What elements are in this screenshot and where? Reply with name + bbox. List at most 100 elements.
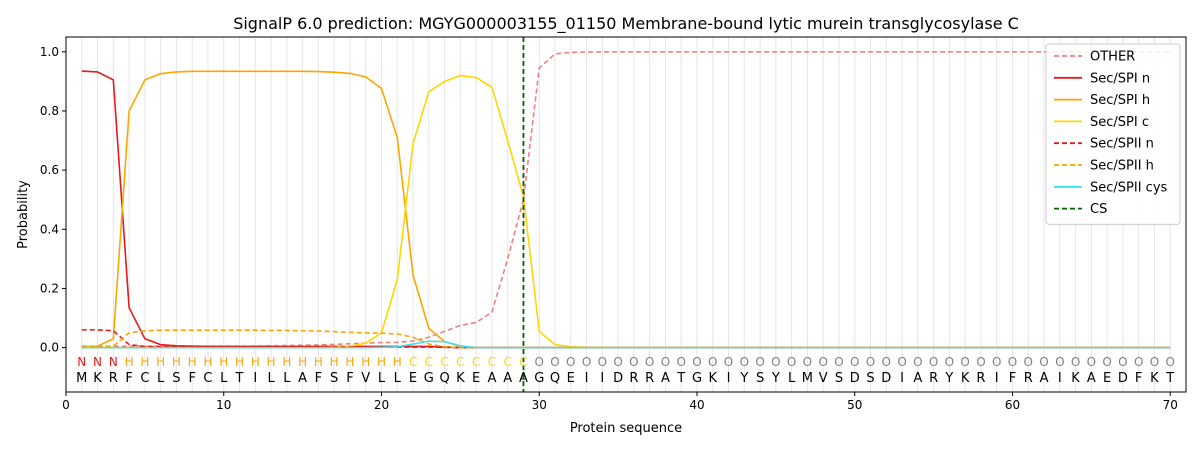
region-label: H [393, 355, 402, 369]
residue-label: E [567, 371, 575, 386]
residue-label: K [456, 371, 465, 386]
region-label: H [125, 355, 134, 369]
x-tick-label: 50 [847, 398, 862, 412]
region-label: C [503, 355, 511, 369]
region-label: O [629, 355, 638, 369]
residue-label: C [140, 371, 149, 386]
region-label: O [834, 355, 843, 369]
region-label: O [755, 355, 764, 369]
residue-label: K [1150, 371, 1159, 386]
legend-label: Sec/SPII h [1090, 159, 1154, 174]
residue-label: L [283, 371, 291, 386]
residue-label: R [629, 371, 638, 386]
legend-label: Sec/SPII n [1090, 137, 1154, 152]
region-label: O [976, 355, 985, 369]
residue-label: F [346, 371, 353, 386]
region-label: O [708, 355, 717, 369]
x-tick-label: 40 [689, 398, 704, 412]
residue-label: I [253, 371, 257, 386]
region-label: O [771, 355, 780, 369]
residue-label: L [378, 371, 386, 386]
y-tick-label: 0.2 [40, 281, 59, 295]
residue-label: S [866, 371, 874, 386]
region-label: O [613, 355, 622, 369]
residue-label: A [503, 371, 512, 386]
residue-label: A [298, 371, 307, 386]
residue-label: F [1009, 371, 1016, 386]
region-label: H [298, 355, 307, 369]
region-label: H [282, 355, 291, 369]
region-label: C [409, 355, 417, 369]
y-tick-label: 0.4 [40, 222, 59, 236]
residue-label: I [600, 371, 604, 386]
region-label: O [550, 355, 559, 369]
residue-label: D [881, 371, 891, 386]
y-tick-label: 0.0 [40, 341, 59, 355]
region-label: O [566, 355, 575, 369]
residue-label: I [995, 371, 999, 386]
region-label: H [377, 355, 386, 369]
residue-label: L [394, 371, 402, 386]
residue-label: S [756, 371, 764, 386]
residue-label: L [157, 371, 165, 386]
region-label: H [267, 355, 276, 369]
region-label: O [1024, 355, 1033, 369]
region-label: C [456, 355, 464, 369]
region-label: O [787, 355, 796, 369]
legend-label: OTHER [1090, 50, 1135, 65]
y-axis-label: Probability [16, 180, 31, 249]
region-label: O [866, 355, 875, 369]
region-label: C [440, 355, 448, 369]
region-label: O [913, 355, 922, 369]
residue-label: F [188, 371, 195, 386]
region-label: O [535, 355, 544, 369]
residue-label: L [267, 371, 275, 386]
residue-label: K [1071, 371, 1080, 386]
region-label: H [219, 355, 228, 369]
region-label: O [992, 355, 1001, 369]
residue-label: K [708, 371, 717, 386]
region-label: O [661, 355, 670, 369]
region-label: O [1118, 355, 1127, 369]
region-label: O [676, 355, 685, 369]
region-label: O [692, 355, 701, 369]
residue-label: R [109, 371, 118, 386]
region-label: O [818, 355, 827, 369]
region-label: O [645, 355, 654, 369]
residue-label: A [1040, 371, 1049, 386]
residue-label: T [676, 371, 685, 386]
region-label: O [897, 355, 906, 369]
legend-label: Sec/SPI c [1090, 115, 1149, 130]
residue-label: E [472, 371, 480, 386]
residue-label: V [819, 371, 828, 386]
residue-label: G [424, 371, 434, 386]
residue-label: I [727, 371, 731, 386]
region-label: O [929, 355, 938, 369]
residue-label: Q [439, 371, 449, 386]
residue-label: R [976, 371, 985, 386]
residue-label: F [1135, 371, 1142, 386]
x-tick-label: 30 [532, 398, 547, 412]
plot-frame [65, 36, 1187, 393]
residue-label: R [929, 371, 938, 386]
region-label: O [850, 355, 859, 369]
region-label: N [109, 355, 118, 369]
region-label: O [724, 355, 733, 369]
series-line [81, 340, 1171, 349]
region-label: O [598, 355, 607, 369]
region-label: H [345, 355, 354, 369]
residue-label: I [900, 371, 904, 386]
residue-label: E [409, 371, 417, 386]
region-label: H [251, 355, 260, 369]
x-axis-label: Protein sequence [570, 421, 682, 436]
region-label: O [1087, 355, 1096, 369]
residue-label: T [235, 371, 244, 386]
y-tick-label: 1.0 [40, 45, 59, 59]
residue-label: L [788, 371, 796, 386]
region-label: N [77, 355, 86, 369]
region-label: H [361, 355, 370, 369]
legend-box [1045, 43, 1181, 225]
region-label: H [140, 355, 149, 369]
x-tick-label: 70 [1163, 398, 1178, 412]
residue-label: A [661, 371, 670, 386]
